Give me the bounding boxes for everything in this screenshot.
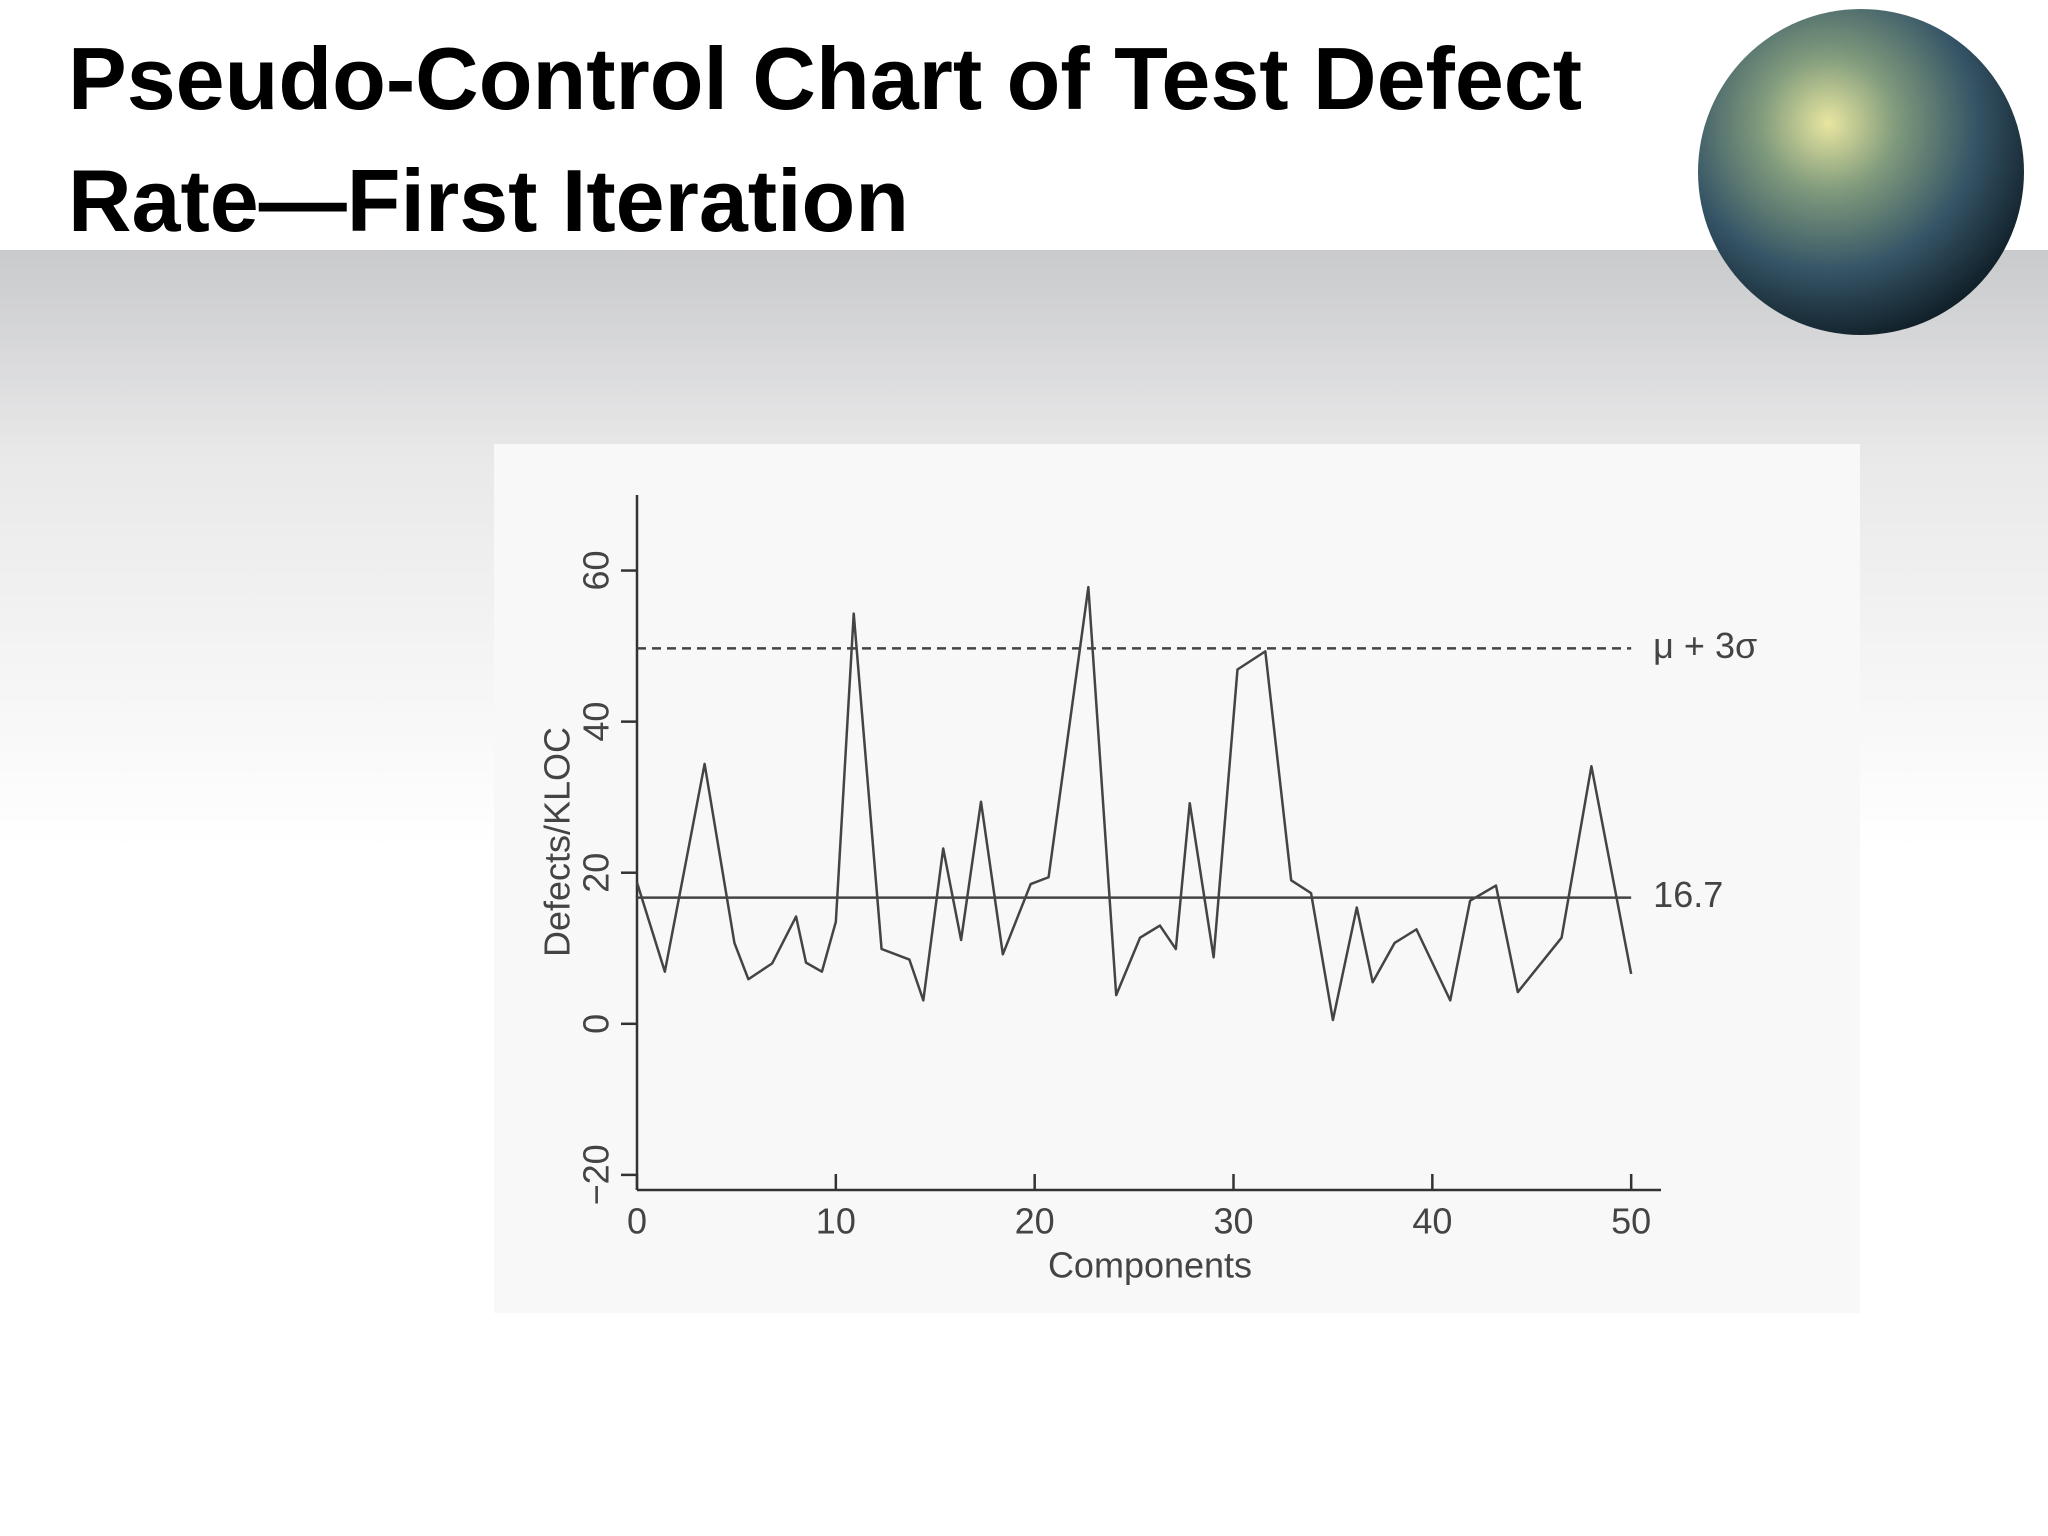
x-tick-label: 40	[1412, 1201, 1452, 1242]
x-tick-label: 50	[1611, 1201, 1651, 1242]
y-tick-label: 40	[576, 702, 617, 742]
slide-title: Pseudo-Control Chart of Test Defect Rate…	[68, 29, 1583, 250]
data-line	[635, 585, 1633, 1022]
y-tick-label: 60	[576, 551, 617, 591]
x-tick-label: 10	[816, 1201, 856, 1242]
x-tick-label: 0	[627, 1201, 647, 1242]
reference-label: 16.7	[1653, 874, 1723, 915]
y-axis-label: Defects/KLOC	[537, 727, 578, 957]
chart-image	[494, 444, 1860, 1313]
y-tick-label: 0	[576, 1014, 617, 1034]
y-tick-label: −20	[576, 1144, 617, 1205]
y-tick-label: 20	[576, 853, 617, 893]
globe-icon	[1698, 9, 2024, 335]
reference-label: μ + 3σ	[1653, 625, 1757, 666]
x-tick-label: 20	[1015, 1201, 1055, 1242]
x-axis-label: Components	[1048, 1245, 1252, 1286]
x-tick-label: 30	[1213, 1201, 1253, 1242]
